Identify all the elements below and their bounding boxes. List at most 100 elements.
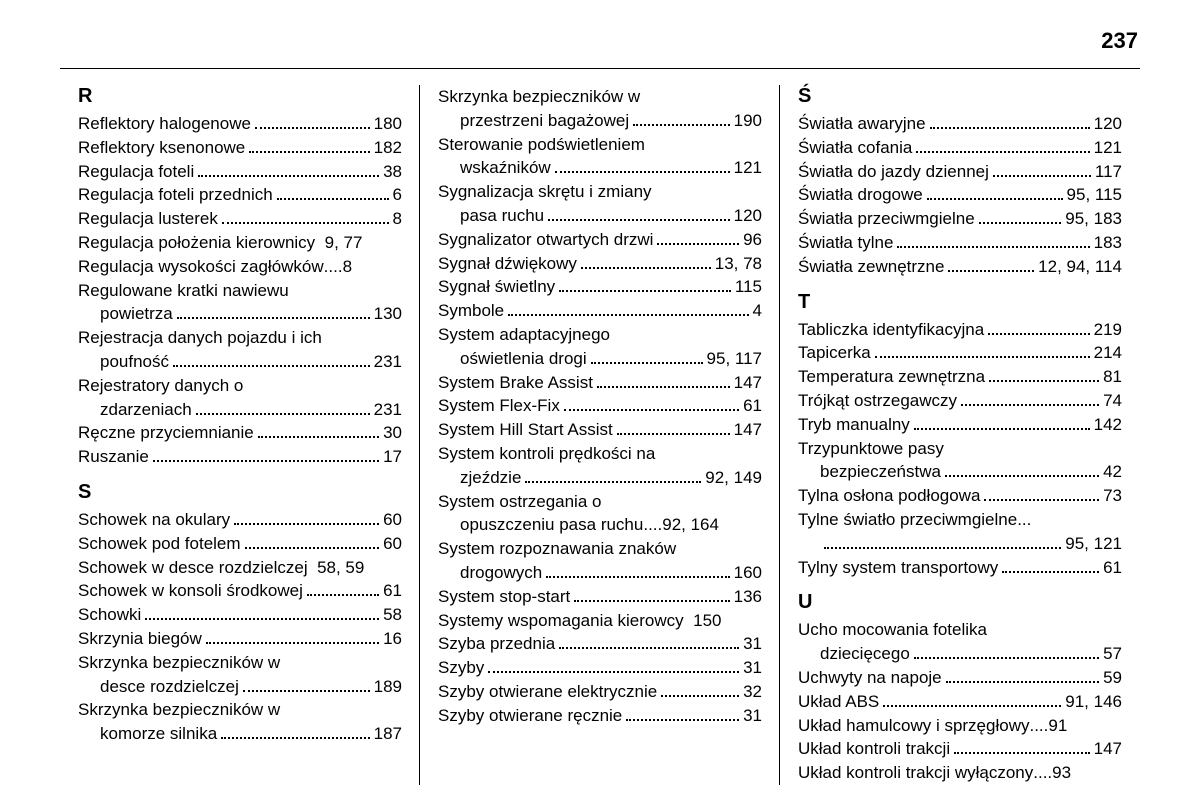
entry-label: Szyba przednia: [438, 632, 555, 656]
entry-label: System rozpoznawania znaków: [438, 537, 676, 561]
entry-page: 117: [1095, 160, 1122, 184]
entry-label: Rejestratory danych o: [78, 374, 243, 398]
leader-dots: [559, 290, 731, 292]
index-entry: Trzypunktowe pasy: [798, 437, 1122, 461]
index-entry: System Flex-Fix61: [438, 394, 762, 418]
leader-dots: [945, 475, 1099, 477]
entry-label: opuszczeniu pasa ruchu: [438, 513, 643, 537]
entry-page: 61: [743, 394, 762, 418]
entry-page: 147: [734, 418, 762, 442]
index-entry: Światła cofania121: [798, 136, 1122, 160]
leader-dots: [177, 317, 370, 319]
index-entry: zjeździe92, 149: [438, 466, 762, 490]
leader-dots: [555, 171, 730, 173]
index-entry: Sygnalizator otwartych drzwi96: [438, 228, 762, 252]
index-entry: Rejestracja danych pojazdu i ich: [78, 326, 402, 350]
page-number: 237: [1101, 28, 1138, 54]
index-entry: Regulacja lusterek8: [78, 207, 402, 231]
leader-dots: [993, 175, 1091, 177]
index-entry: przestrzeni bagażowej190: [438, 109, 762, 133]
entry-label: Szyby: [438, 656, 484, 680]
entry-label: oświetlenia drogi: [438, 347, 587, 371]
entry-label: Systemy wspomagania kierowcy: [438, 609, 684, 633]
leader-dots: [914, 657, 1099, 659]
entry-page: 231: [374, 350, 402, 374]
index-entry: pasa ruchu120: [438, 204, 762, 228]
entry-label: desce rozdzielczej: [78, 675, 239, 699]
index-entry: Ucho mocowania fotelika: [798, 618, 1122, 642]
leader-dots: [626, 719, 739, 721]
entry-page: 219: [1094, 318, 1122, 342]
leader-dots: [243, 690, 370, 692]
index-entry: poufność231: [78, 350, 402, 374]
entry-page: 8: [343, 255, 352, 279]
leader-dots: [145, 618, 379, 620]
leader-dots: ....: [324, 255, 343, 279]
leader-dots: [988, 333, 1089, 335]
entry-page: 115: [735, 275, 762, 299]
entry-label: Sygnał świetlny: [438, 275, 555, 299]
entry-label: wskaźników: [438, 156, 551, 180]
entry-page: 32: [743, 680, 762, 704]
entry-page: 92, 149: [705, 466, 762, 490]
entry-label: Światła przeciwmgielne: [798, 207, 975, 231]
entry-page: 180: [374, 112, 402, 136]
leader-dots: [564, 409, 739, 411]
entry-label: zdarzeniach: [78, 398, 192, 422]
leader-dots: [989, 380, 1099, 382]
index-entry: Sygnał świetlny 115: [438, 275, 762, 299]
entry-page: 17: [383, 445, 402, 469]
index-entry: Schowek w desce rozdzielczej 58, 59: [78, 556, 402, 580]
leader-dots: [1002, 571, 1099, 573]
entry-label: Tylny system transportowy: [798, 556, 998, 580]
leader-dots: ...: [1017, 508, 1031, 532]
index-entry: Szyby31: [438, 656, 762, 680]
column-2: Skrzynka bezpieczników wprzestrzeni baga…: [420, 85, 780, 785]
entry-label: Trzypunktowe pasy: [798, 437, 944, 461]
entry-page: 96: [743, 228, 762, 252]
entry-page: 91, 146: [1065, 690, 1122, 714]
index-entry: System Brake Assist 147: [438, 371, 762, 395]
entry-page: 147: [734, 371, 762, 395]
leader-dots: [221, 737, 369, 739]
entry-page: 58: [383, 603, 402, 627]
index-entry: oświetlenia drogi95, 117: [438, 347, 762, 371]
entry-page: 93: [1052, 761, 1071, 785]
index-entry: Skrzynka bezpieczników w: [78, 698, 402, 722]
leader-dots: [883, 705, 1061, 707]
index-entry: zdarzeniach231: [78, 398, 402, 422]
entry-page: 81: [1103, 365, 1122, 389]
entry-page: 61: [1103, 556, 1122, 580]
index-entry: Światła przeciwmgielne95, 183: [798, 207, 1122, 231]
entry-label: Regulacja foteli: [78, 160, 194, 184]
entry-page: 6: [393, 183, 402, 207]
index-columns: RReflektory halogenowe180Reflektory ksen…: [60, 85, 1140, 785]
index-entry: 95, 121: [798, 532, 1122, 556]
index-entry: Układ kontroli trakcji wyłączony .... 93: [798, 761, 1122, 785]
entry-page: 130: [374, 302, 402, 326]
index-entry: Schowek na okulary60: [78, 508, 402, 532]
entry-page: 183: [1094, 231, 1122, 255]
entry-label: Tapicerka: [798, 341, 871, 365]
index-entry: Światła tylne183: [798, 231, 1122, 255]
entry-label: System Brake Assist: [438, 371, 593, 395]
entry-label: Regulacja lusterek: [78, 207, 218, 231]
horizontal-rule: [60, 68, 1140, 69]
entry-label: dziecięcego: [798, 642, 910, 666]
entry-page: 160: [734, 561, 762, 585]
index-entry: Schowek w konsoli środkowej61: [78, 579, 402, 603]
entry-page: 95, 115: [1067, 183, 1122, 207]
index-entry: Temperatura zewnętrzna81: [798, 365, 1122, 389]
entry-page: 187: [374, 722, 402, 746]
entry-page: 38: [383, 160, 402, 184]
column-3: ŚŚwiatła awaryjne120Światła cofania121Św…: [780, 85, 1140, 785]
leader-dots: [591, 362, 703, 364]
leader-dots: ....: [1033, 761, 1052, 785]
entry-label: Rejestracja danych pojazdu i ich: [78, 326, 322, 350]
entry-page: 182: [374, 136, 402, 160]
entry-page: 58, 59: [317, 556, 364, 580]
entry-label: powietrza: [78, 302, 173, 326]
entry-page: 12, 94, 114: [1038, 255, 1122, 279]
index-entry: Schowki58: [78, 603, 402, 627]
entry-page: 60: [383, 508, 402, 532]
